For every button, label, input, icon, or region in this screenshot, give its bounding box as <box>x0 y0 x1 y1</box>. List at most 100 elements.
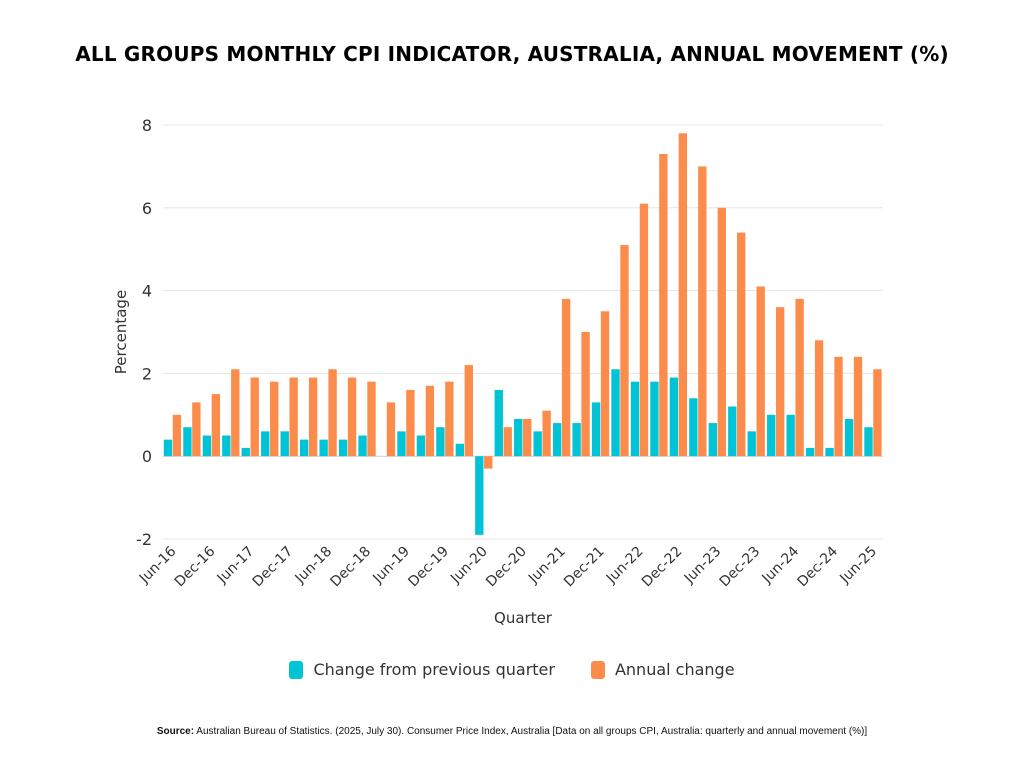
bar-annual <box>853 356 863 457</box>
bar-quarterly <box>533 431 542 457</box>
bar-quarterly <box>728 406 737 457</box>
bar-annual <box>834 356 843 457</box>
source-note: Source: Australian Bureau of Statistics.… <box>0 726 1024 737</box>
x-tick-label: Dec-18 <box>328 544 375 591</box>
x-tick-label: Dec-19 <box>405 544 452 591</box>
bar-annual <box>581 332 590 457</box>
bar-quarterly <box>241 447 250 457</box>
bar-annual <box>464 365 473 457</box>
bar-quarterly <box>708 423 717 457</box>
y-tick-label: 2 <box>142 364 152 383</box>
source-label: Source: <box>156 726 195 737</box>
x-tick-label: Dec-21 <box>561 544 608 591</box>
bar-annual <box>250 377 259 457</box>
bar-annual <box>620 245 629 457</box>
bar-quarterly <box>572 423 581 457</box>
bar-quarterly <box>650 381 659 457</box>
bar-annual <box>678 133 688 457</box>
bar-quarterly <box>552 423 562 457</box>
bar-annual <box>503 427 512 457</box>
bar-quarterly <box>163 439 173 457</box>
bar-quarterly <box>864 427 873 457</box>
bar-annual <box>192 402 201 457</box>
bar-quarterly <box>630 381 640 457</box>
legend-item-annual: Annual change <box>590 660 735 679</box>
bar-annual <box>756 286 765 457</box>
bar-annual <box>328 369 337 457</box>
x-tick-label: Dec-17 <box>250 544 297 591</box>
x-tick-label: Dec-20 <box>483 544 530 591</box>
x-tick-label: Dec-24 <box>795 543 842 590</box>
bar-quarterly <box>338 439 348 457</box>
x-axis-label: Quarter <box>494 609 553 627</box>
bar-quarterly <box>299 439 309 457</box>
bar-quarterly <box>280 431 289 457</box>
x-tick-label: Dec-23 <box>717 544 764 591</box>
bar-annual <box>775 307 785 457</box>
chart-title: ALL GROUPS MONTHLY CPI INDICATOR, AUSTRA… <box>75 42 949 66</box>
bar-quarterly <box>202 435 212 457</box>
bar-annual <box>484 456 493 469</box>
bar-quarterly <box>514 418 523 457</box>
bar-quarterly <box>261 431 270 457</box>
bar-annual <box>600 311 610 457</box>
bar-annual <box>659 153 668 457</box>
bar-annual <box>561 298 571 457</box>
bar-quarterly <box>844 418 854 457</box>
bar-quarterly <box>767 414 776 457</box>
bar-quarterly <box>591 402 601 457</box>
bar-annual <box>523 418 532 457</box>
bar-annual <box>717 207 726 457</box>
x-tick-label: Dec-22 <box>639 544 686 591</box>
bar-annual <box>425 385 435 457</box>
bar-quarterly <box>786 414 795 457</box>
bar-annual <box>406 389 415 457</box>
legend-label-annual: Annual change <box>614 660 735 679</box>
bar-annual <box>639 203 649 457</box>
y-tick-label: 4 <box>142 282 152 301</box>
legend-swatch-annual <box>590 660 605 679</box>
bar-quarterly <box>825 447 834 457</box>
bar-quarterly <box>689 398 698 457</box>
source-text: Australian Bureau of Statistics. (2025, … <box>196 726 868 737</box>
bar-annual <box>231 369 240 457</box>
bar-annual <box>873 369 882 457</box>
bar-annual <box>814 340 824 457</box>
bar-annual <box>211 394 220 457</box>
bar-quarterly <box>805 447 815 457</box>
bar-quarterly <box>358 435 367 457</box>
bar-quarterly <box>319 439 328 457</box>
bar-quarterly <box>747 431 756 457</box>
bar-annual <box>386 402 396 457</box>
bar-quarterly <box>669 377 679 457</box>
legend-item-quarterly: Change from previous quarter <box>289 660 555 679</box>
bar-annual <box>698 166 707 457</box>
bar-annual <box>795 298 804 457</box>
bar-annual <box>542 410 551 457</box>
bar-annual <box>347 377 357 457</box>
bar-quarterly <box>475 456 484 535</box>
bar-quarterly <box>494 389 503 457</box>
legend: Change from previous quarter Annual chan… <box>0 660 1024 679</box>
y-axis-label: Percentage <box>112 290 130 374</box>
bar-quarterly <box>436 427 445 457</box>
bar-annual <box>308 377 318 457</box>
bar-annual <box>737 232 746 457</box>
bar-quarterly <box>611 369 620 457</box>
bar-annual <box>445 381 454 457</box>
x-tick-label: Dec-16 <box>172 543 219 590</box>
y-tick-label: -2 <box>136 530 152 549</box>
y-tick-label: 0 <box>142 447 152 466</box>
bar-annual <box>270 381 279 457</box>
x-tick-label: Jun-25 <box>836 544 880 588</box>
bar-quarterly <box>183 427 192 457</box>
bar-annual <box>367 381 376 457</box>
bar-quarterly <box>397 431 406 457</box>
legend-label-quarterly: Change from previous quarter <box>313 660 555 679</box>
y-tick-label: 8 <box>142 116 152 135</box>
bar-quarterly <box>455 443 465 457</box>
bar-annual <box>289 377 298 457</box>
y-tick-label: 6 <box>142 199 152 218</box>
bar-quarterly <box>416 435 426 457</box>
